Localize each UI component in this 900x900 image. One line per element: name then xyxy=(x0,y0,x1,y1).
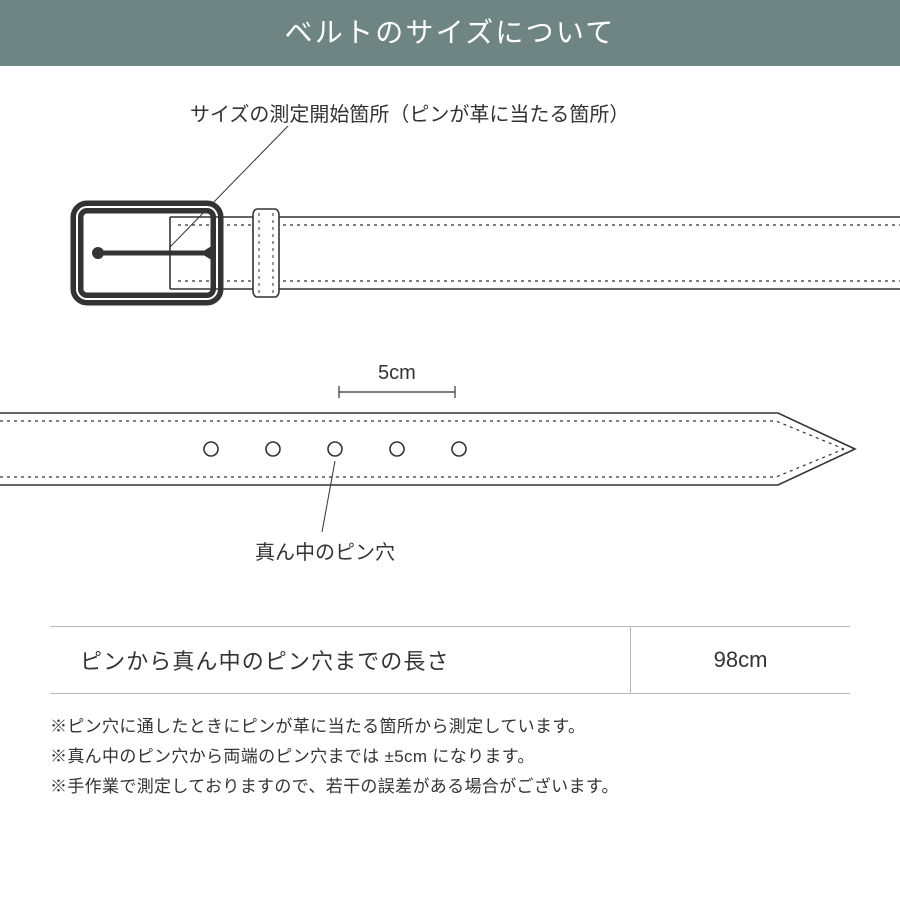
belt-diagram-svg xyxy=(0,66,900,626)
size-row: ピンから真ん中のピン穴までの長さ 98cm xyxy=(50,626,850,694)
measurement-start-annotation: サイズの測定開始箇所（ピンが革に当たる箇所） xyxy=(190,98,629,127)
center-hole-label: 真ん中のピン穴 xyxy=(255,536,395,565)
note-line: ※手作業で測定しておりますので、若干の誤差がある場合がございます。 xyxy=(50,772,850,802)
note-line: ※ピン穴に通したときにピンが革に当たる箇所から測定しています。 xyxy=(50,712,850,742)
header-bar: ベルトのサイズについて xyxy=(0,0,900,66)
hole-spacing-label: 5cm xyxy=(378,362,416,385)
notes-block: ※ピン穴に通したときにピンが革に当たる箇所から測定しています。 ※真ん中のピン穴… xyxy=(50,712,850,801)
size-table: ピンから真ん中のピン穴までの長さ 98cm xyxy=(50,626,850,694)
belt-diagram-area: サイズの測定開始箇所（ピンが革に当たる箇所） 5cm 真ん中のピン穴 xyxy=(0,66,900,626)
size-row-value: 98cm xyxy=(630,627,850,693)
size-row-label: ピンから真ん中のピン穴までの長さ xyxy=(50,644,630,676)
note-line: ※真ん中のピン穴から両端のピン穴までは ±5cm になります。 xyxy=(50,742,850,772)
